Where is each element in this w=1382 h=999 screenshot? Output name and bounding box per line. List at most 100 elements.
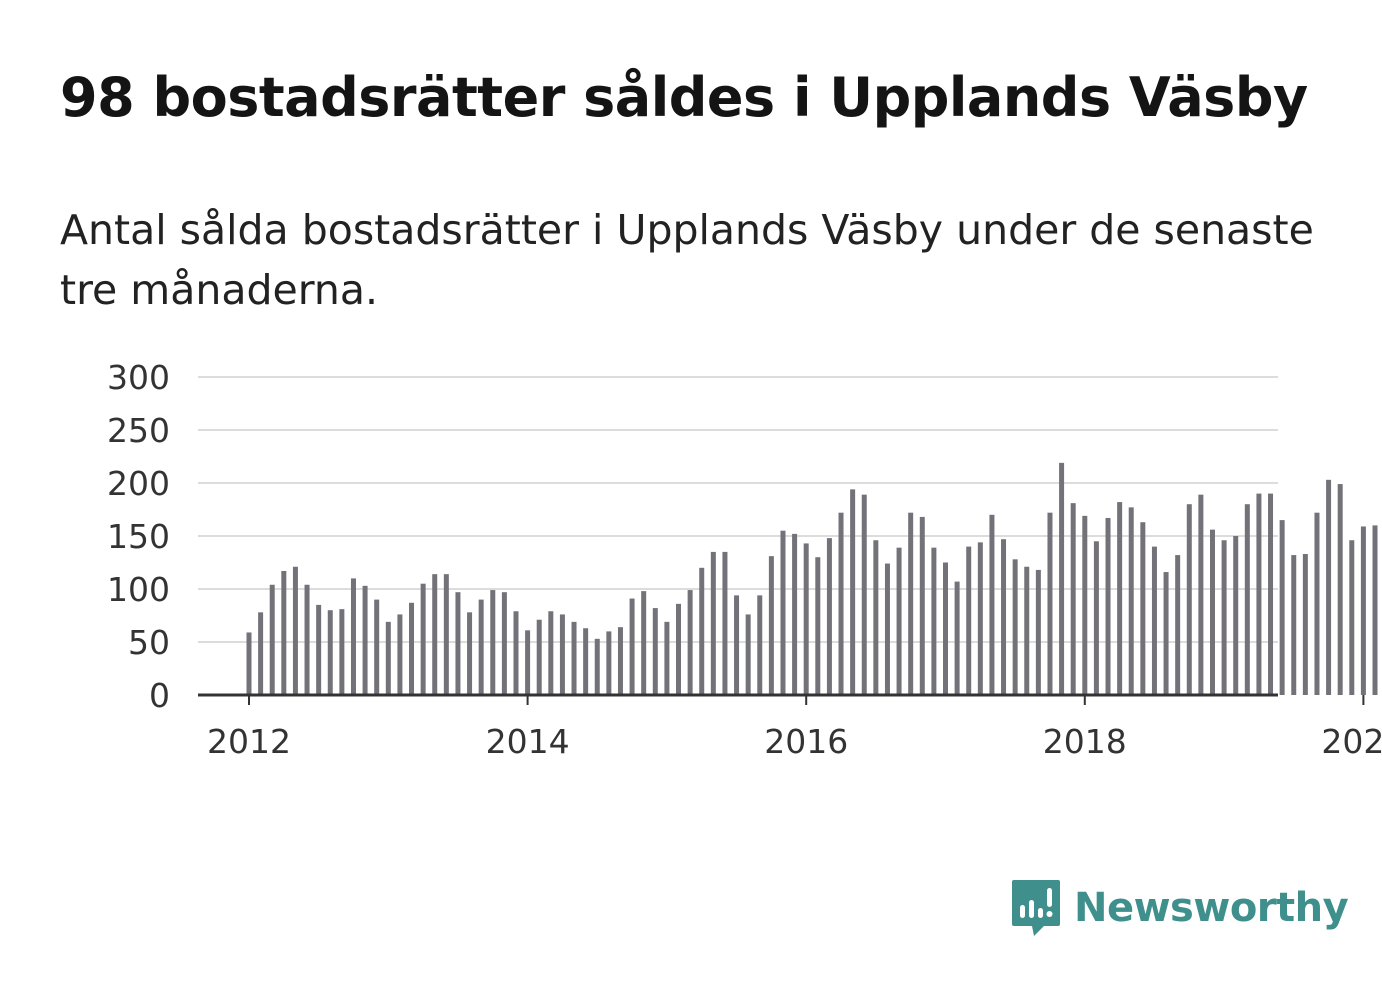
x-tick-label: 2016 [764,722,848,761]
bar [664,621,670,695]
bar [443,574,449,695]
bar [1337,484,1343,695]
bar [757,595,763,695]
bar [292,566,298,695]
bar [397,614,403,695]
y-tick-label: 250 [107,411,170,450]
bar [374,599,380,695]
bar [606,631,612,695]
bar [1221,540,1227,695]
bar [583,628,589,695]
bar [258,612,264,695]
bar [1047,512,1053,695]
bar [1163,572,1169,695]
bar [1279,520,1285,695]
bar [316,604,322,695]
bar [652,608,658,695]
bar [1291,555,1297,695]
bar [1128,507,1134,695]
bar [269,584,275,695]
bar [467,612,473,695]
bar [1093,541,1099,695]
bar [873,540,879,695]
bar [908,512,914,695]
bar [478,599,484,695]
bar [1302,554,1308,695]
bar [1244,504,1250,695]
bar [362,585,368,695]
bar [617,627,623,695]
bar [780,530,786,695]
bar [385,621,391,695]
y-tick-label: 0 [149,676,170,715]
bar [1186,504,1192,695]
bar [1326,479,1332,695]
bar [1151,546,1157,695]
bar [455,592,461,695]
bar [281,570,287,695]
x-tick-label: 2012 [207,722,291,761]
bar [548,611,554,695]
bar [687,590,693,695]
bar [1314,512,1320,695]
bar [838,512,844,695]
bar [792,533,798,695]
x-tick-label: 2014 [486,722,570,761]
newsworthy-logo-icon [1012,880,1060,936]
bar [420,583,426,695]
bar [490,590,496,695]
y-tick-label: 100 [107,570,170,609]
bar [1372,525,1378,695]
bar [966,546,972,695]
bar [931,547,937,695]
y-tick-label: 150 [107,517,170,556]
bar [954,581,960,695]
chart-title: 98 bostadsrätter såldes i Upplands Väsby [60,66,1308,129]
bar [977,542,983,695]
y-tick-label: 50 [128,623,170,662]
bar [513,611,519,695]
bar [1024,566,1030,695]
bar [861,494,867,695]
bar [1175,555,1181,695]
bar [641,591,647,695]
brand-name: Newsworthy [1074,885,1349,931]
brand-logo: Newsworthy [1010,878,1349,938]
bar [1012,559,1018,695]
bar [1349,540,1355,695]
bar [525,630,531,695]
bar [409,602,415,695]
bar [1070,503,1076,695]
x-tick-label: 2020 [1321,722,1382,761]
bar [734,595,740,695]
x-tick-label: 2018 [1043,722,1127,761]
bar [896,547,902,695]
bar [919,516,925,695]
bar [559,614,565,695]
y-tick-label: 300 [107,358,170,397]
bar [1082,515,1088,695]
bar [710,551,716,695]
bar [815,557,821,695]
bar [803,543,809,695]
bar [501,592,507,695]
bar [1198,494,1204,695]
bar [571,621,577,695]
bar [1140,522,1146,695]
bar [1268,493,1274,695]
bar [1360,526,1366,695]
bar [629,598,635,695]
bar [850,489,856,695]
bar [745,614,751,695]
bar [1105,517,1111,695]
bar [699,567,705,695]
bar [327,610,333,695]
bar [722,551,728,695]
bar [676,603,682,695]
bar [1059,462,1065,695]
bar [768,556,774,695]
bar [1001,539,1007,695]
bar [826,538,832,695]
bar [350,578,356,695]
bar [339,609,345,695]
